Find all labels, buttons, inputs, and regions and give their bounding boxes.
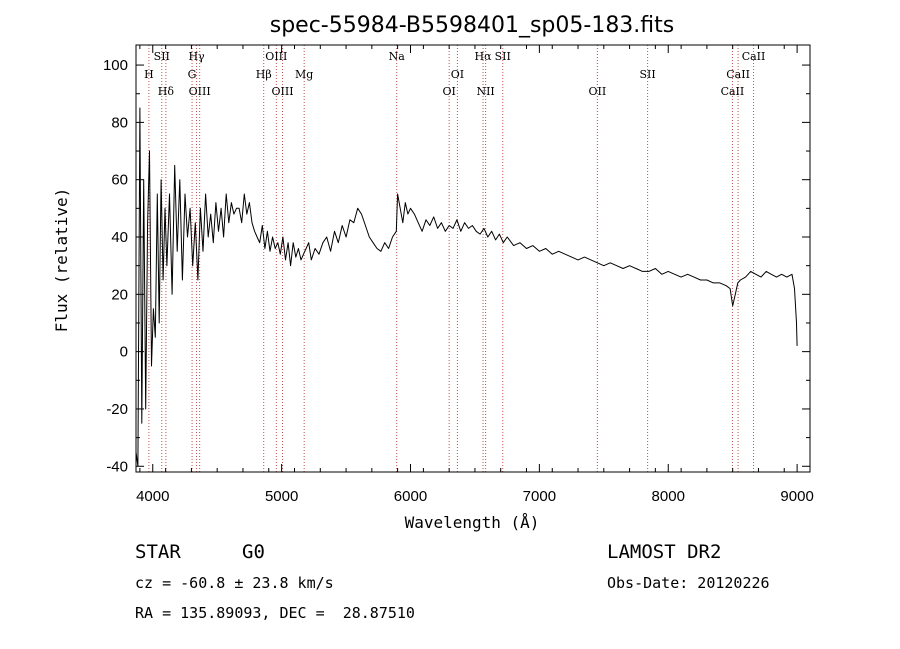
- line-label: CaII: [742, 50, 766, 63]
- line-label: OIII: [271, 85, 293, 98]
- plot-frame: [135, 44, 811, 473]
- y-tick-label: -40: [106, 458, 128, 475]
- chart-title: spec-55984-B5598401_sp05-183.fits: [270, 13, 675, 38]
- cz-value: cz = -60.8 ± 23.8 km/s: [135, 574, 334, 592]
- x-tick-label: 9000: [780, 488, 813, 505]
- line-label: CaII: [726, 68, 750, 81]
- line-label: G: [188, 68, 197, 81]
- y-tick-label: 100: [103, 57, 128, 74]
- y-tick-label: 40: [111, 229, 128, 246]
- line-label: NII: [476, 85, 494, 98]
- line-label: OIII: [189, 85, 211, 98]
- y-tick-label: 80: [111, 114, 128, 131]
- line-label: H: [144, 68, 154, 81]
- obs-date: Obs-Date: 20120226: [607, 574, 770, 592]
- line-label: Hδ: [158, 85, 175, 98]
- line-label: Na: [389, 50, 406, 63]
- x-tick-label: 4000: [136, 488, 169, 505]
- line-label: Mg: [295, 68, 313, 81]
- spectrum-series: [135, 107, 798, 467]
- y-axis-label: Flux (relative): [52, 188, 71, 333]
- line-label: OIII: [265, 50, 287, 63]
- subclass-label: G0: [242, 541, 265, 563]
- x-tick-label: 7000: [523, 488, 556, 505]
- y-tick-label: 20: [111, 286, 128, 303]
- line-label: OI: [451, 68, 464, 81]
- x-axis: 4000 5000 6000 7000 8000 9000: [136, 45, 814, 505]
- line-label: CaII: [721, 85, 745, 98]
- line-label: SII: [154, 50, 170, 63]
- line-label: OI: [442, 85, 455, 98]
- x-tick-label: 5000: [265, 488, 298, 505]
- x-tick-label: 6000: [394, 488, 427, 505]
- coordinates: RA = 135.89093, DEC = 28.87510: [135, 604, 415, 622]
- class-label: STAR: [135, 541, 181, 563]
- y-tick-label: -20: [106, 401, 128, 418]
- y-axis: -40 -20 0 20 40 60 80 100: [103, 57, 810, 475]
- line-label: Hβ: [256, 68, 272, 81]
- survey-label: LAMOST DR2: [607, 541, 722, 563]
- line-label: Hγ: [188, 50, 205, 63]
- line-label: SII: [495, 50, 511, 63]
- x-tick-label: 8000: [652, 488, 685, 505]
- spectrum-line: [135, 107, 798, 467]
- line-label: OII: [589, 85, 607, 98]
- x-axis-label: Wavelength (Å): [405, 513, 540, 532]
- y-tick-label: 0: [120, 344, 128, 361]
- y-tick-label: 60: [111, 172, 128, 189]
- line-label: Hα: [475, 50, 493, 63]
- line-label: SII: [640, 68, 656, 81]
